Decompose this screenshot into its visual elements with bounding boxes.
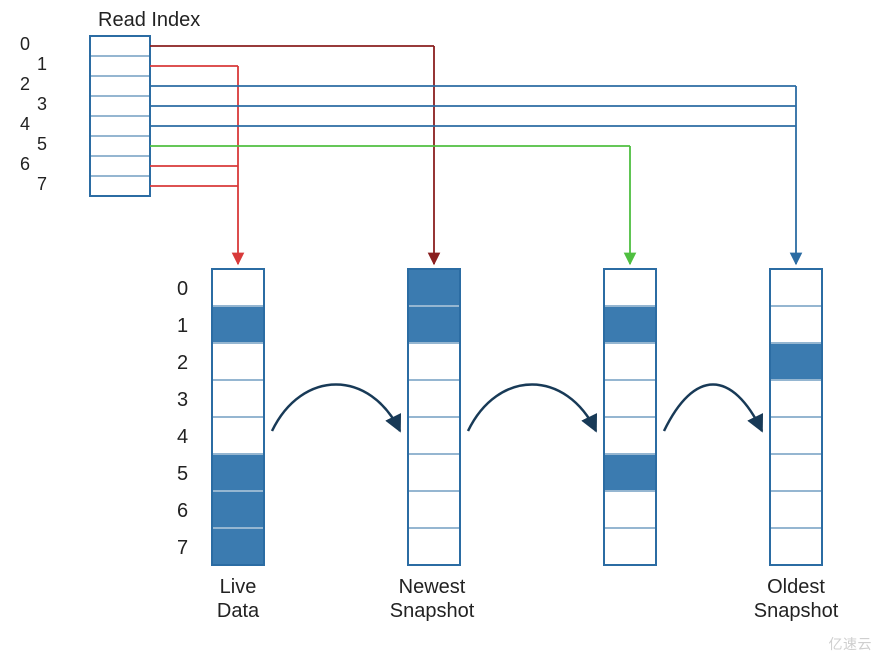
filled-cell [409, 270, 459, 305]
svg-text:2: 2 [177, 352, 188, 374]
curved-arrow [664, 385, 762, 432]
filled-cell [213, 307, 263, 342]
svg-text:6: 6 [177, 500, 188, 522]
svg-text:Data: Data [217, 600, 260, 622]
curved-arrow [272, 385, 400, 432]
svg-text:0: 0 [177, 278, 188, 300]
svg-text:6: 6 [20, 154, 30, 174]
svg-text:Live: Live [220, 576, 257, 598]
svg-text:Oldest: Oldest [767, 576, 825, 598]
filled-cell [605, 307, 655, 342]
svg-text:3: 3 [37, 94, 47, 114]
svg-text:7: 7 [37, 174, 47, 194]
filled-cell [213, 492, 263, 527]
filled-cell [605, 455, 655, 490]
svg-text:7: 7 [177, 537, 188, 559]
svg-text:Newest: Newest [399, 576, 466, 598]
filled-cell [409, 307, 459, 342]
svg-text:Snapshot: Snapshot [390, 600, 475, 622]
svg-text:1: 1 [37, 54, 47, 74]
filled-cell [771, 344, 821, 379]
svg-text:2: 2 [20, 74, 30, 94]
svg-text:5: 5 [37, 134, 47, 154]
svg-text:1: 1 [177, 315, 188, 337]
curved-arrow [468, 385, 596, 432]
filled-cell [213, 455, 263, 490]
svg-text:Read Index: Read Index [98, 9, 200, 31]
svg-text:0: 0 [20, 34, 30, 54]
filled-cell [213, 529, 263, 564]
svg-text:4: 4 [20, 114, 30, 134]
svg-text:5: 5 [177, 463, 188, 485]
svg-text:3: 3 [177, 389, 188, 411]
diagram-canvas: Read Index01234567LiveDataNewestSnapshot… [0, 0, 878, 658]
svg-text:4: 4 [177, 426, 188, 448]
svg-text:Snapshot: Snapshot [754, 600, 839, 622]
